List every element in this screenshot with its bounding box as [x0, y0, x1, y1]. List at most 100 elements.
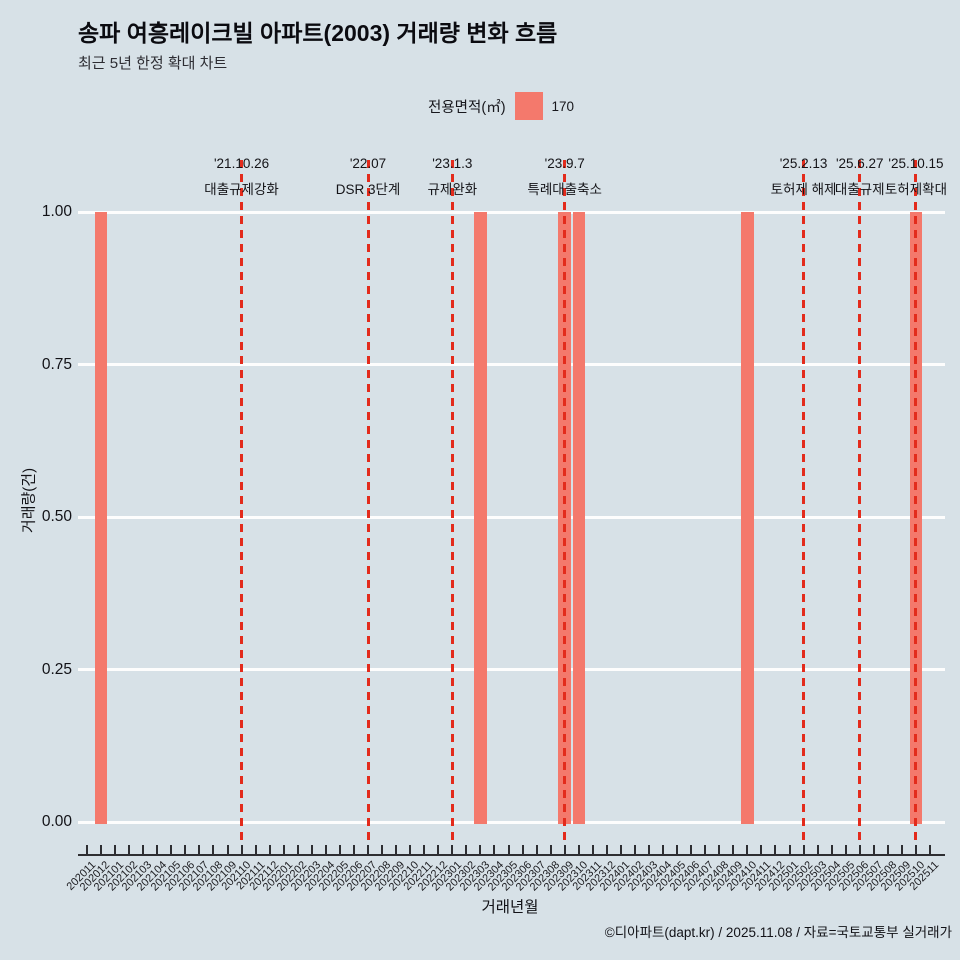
x-tick [465, 845, 468, 854]
x-tick [774, 845, 777, 854]
event-date-202207: '22.07 [349, 156, 387, 171]
x-tick [872, 845, 875, 854]
event-label-202510: 토허제확대 [884, 182, 947, 197]
x-tick [788, 845, 791, 854]
legend-swatch [514, 92, 543, 120]
x-tick [184, 845, 187, 854]
x-tick [648, 845, 650, 854]
event-date-202301: '23.1.3 [432, 156, 473, 171]
event-date-202506: '25.6.27 [835, 156, 884, 171]
x-tick [198, 845, 201, 854]
x-axis-title: 거래년월 [481, 899, 539, 916]
x-tick [816, 845, 819, 854]
x-tick [844, 845, 847, 854]
x-tick [746, 845, 749, 854]
x-tick [929, 845, 931, 854]
event-label-202301: 규제완화 [427, 182, 478, 197]
x-tick [338, 845, 341, 854]
x-tick [662, 845, 665, 854]
bar-202012 [94, 212, 108, 824]
event-date-202309: '23.9.7 [544, 156, 585, 171]
x-tick [521, 845, 524, 854]
y-tick-label-0.00: 0.00 [41, 813, 72, 830]
event-label-202207: DSR 3단계 [335, 182, 401, 197]
x-tick [507, 845, 510, 854]
x-tick [310, 845, 313, 854]
legend-label: 전용면적(㎡) [428, 99, 506, 116]
x-tick [690, 845, 693, 854]
x-tick [142, 845, 145, 854]
event-line-202502 [802, 160, 806, 845]
gridline-0.75 [78, 363, 945, 366]
x-tick [367, 845, 369, 854]
gridline-1.00 [78, 210, 945, 214]
x-tick [226, 845, 229, 854]
event-date-202110: '21.10.26 [213, 156, 270, 171]
legend: 전용면적(㎡) 170 [428, 90, 574, 122]
gridline-0.25 [78, 668, 945, 671]
x-axis-line [78, 854, 945, 856]
y-tick-label-0.75: 0.75 [41, 355, 72, 373]
x-tick [114, 845, 117, 854]
event-line-202110 [240, 160, 244, 845]
x-tick [451, 845, 454, 854]
event-label-202110: 대출규제강화 [204, 182, 279, 197]
x-tick [423, 845, 426, 854]
x-tick [156, 845, 159, 854]
x-tick [86, 845, 88, 854]
x-tick [128, 845, 131, 854]
event-line-202510 [914, 160, 918, 845]
bar-202310 [572, 212, 585, 824]
x-tick [240, 845, 243, 854]
x-tick [802, 845, 805, 854]
x-tick [914, 845, 917, 854]
y-tick-label-0.25: 0.25 [41, 660, 72, 678]
event-line-202506 [858, 160, 862, 845]
y-tick-label-0.50: 0.50 [41, 508, 72, 525]
x-tick [633, 845, 636, 854]
x-tick [858, 845, 861, 854]
x-tick [676, 845, 679, 854]
event-label-202506: 대출규제 [834, 182, 885, 197]
bar-202410 [741, 212, 754, 824]
x-tick [254, 845, 257, 854]
gridline-0.50 [78, 515, 945, 519]
x-tick [296, 845, 299, 854]
gridline-0.00 [78, 820, 945, 824]
x-tick [437, 845, 440, 854]
x-tick [212, 845, 215, 854]
bar-202303 [474, 212, 487, 824]
x-tick [577, 845, 580, 854]
x-tick [324, 845, 327, 854]
x-tick [619, 845, 622, 854]
page-title: 송파 여흥레이크빌 아파트(2003) 거래량 변화 흐름 [78, 20, 558, 46]
event-date-202510: '25.10.15 [888, 156, 944, 171]
x-tick [760, 845, 763, 854]
x-tick [886, 845, 889, 854]
x-tick [381, 845, 384, 854]
x-tick [718, 845, 721, 854]
page-subtitle: 최근 5년 한정 확대 차트 [78, 55, 228, 72]
x-tick [549, 845, 552, 854]
y-axis-title: 거래량(건) [20, 467, 38, 534]
event-line-202309 [563, 160, 567, 845]
x-tick [605, 845, 608, 854]
event-label-202502: 토허제 해제 [770, 182, 837, 197]
x-tick [479, 845, 482, 854]
x-tick [900, 845, 903, 854]
event-line-202207 [366, 160, 370, 845]
x-tick [535, 845, 538, 854]
x-tick [282, 845, 285, 854]
x-tick [704, 845, 707, 854]
x-tick [830, 845, 833, 854]
x-tick [591, 845, 594, 854]
x-tick [732, 845, 735, 854]
x-tick [100, 845, 103, 854]
x-tick [170, 845, 173, 854]
x-tick [563, 845, 566, 854]
legend-value: 170 [551, 98, 575, 114]
y-tick-label-1.00: 1.00 [41, 203, 72, 220]
event-line-202301 [450, 160, 454, 845]
x-tick [268, 845, 271, 854]
